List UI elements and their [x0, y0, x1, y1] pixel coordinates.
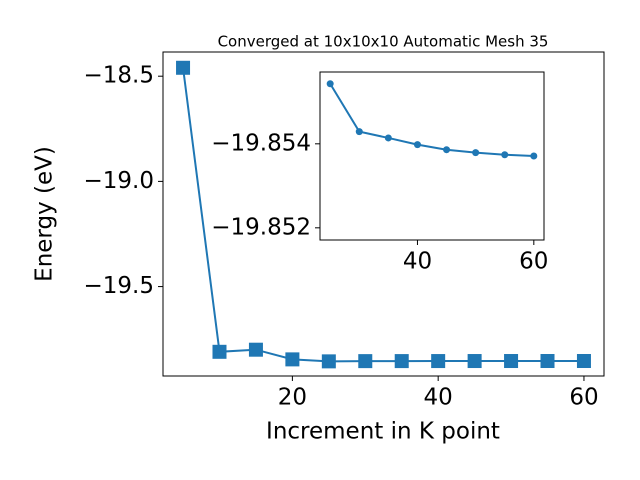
marker [540, 354, 555, 369]
marker [394, 354, 409, 369]
x-tick-label: 60 [519, 249, 548, 275]
axes-frame [319, 71, 545, 241]
y-tick-label: −19.854 [211, 130, 311, 156]
marker [285, 352, 300, 367]
marker [467, 354, 482, 369]
marker [248, 342, 263, 357]
x-axis-label: Increment in K point [266, 419, 500, 445]
series-line [329, 83, 534, 157]
chart-title: Converged at 10x10x10 Automatic Mesh 35 [218, 33, 549, 51]
marker [501, 151, 509, 159]
x-tick-label: 60 [569, 385, 598, 411]
marker [384, 134, 392, 142]
x-tick-label: 40 [424, 385, 453, 411]
y-tick-label: −19.0 [84, 168, 154, 194]
y-tick-label: −19.5 [84, 273, 154, 299]
marker [358, 354, 373, 369]
marker [355, 128, 363, 136]
marker [530, 152, 538, 160]
marker [472, 149, 480, 157]
y-tick-label: −18.5 [84, 63, 154, 89]
marker [443, 146, 451, 154]
y-tick-label: −19.852 [211, 214, 311, 240]
marker [326, 80, 334, 88]
marker [431, 354, 446, 369]
inset-background [320, 72, 544, 240]
marker [212, 344, 227, 359]
marker [576, 354, 591, 369]
marker [176, 60, 191, 75]
x-tick-label: 20 [278, 385, 307, 411]
y-axis-label: Energy (eV) [32, 146, 58, 282]
marker [504, 354, 519, 369]
marker [413, 141, 421, 149]
axes-frame [162, 51, 605, 377]
x-tick-label: 40 [403, 249, 432, 275]
marker [321, 354, 336, 369]
